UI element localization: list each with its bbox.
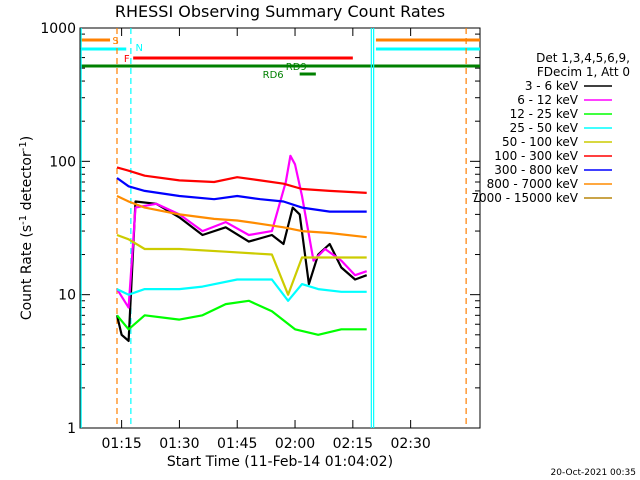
y-axis-label: Count Rate (s-1 detector-1) (18, 136, 35, 320)
y-tick-label: 1000 (40, 21, 76, 37)
series-line (116, 278, 367, 302)
flag-label: RD6 (263, 70, 284, 81)
series-line (116, 166, 367, 194)
x-tick-label: 02:00 (275, 436, 315, 452)
series-lines (115, 154, 368, 342)
series-line (116, 154, 368, 309)
legend-header-1: Det 1,3,4,5,6,9, (536, 51, 630, 65)
x-tick-label: 01:30 (159, 436, 199, 452)
legend-label: 6 - 12 keV (517, 93, 579, 107)
flag-label: N (135, 43, 142, 54)
y-tick-label: 1 (67, 421, 76, 437)
x-tick-label: 01:15 (101, 436, 141, 452)
x-axis-label: Start Time (11-Feb-14 01:04:02) (167, 454, 393, 470)
legend: Det 1,3,4,5,6,9, FDecim 1, Att 0 3 - 6 k… (471, 51, 630, 205)
legend-header-2: FDecim 1, Att 0 (537, 65, 630, 79)
chart-title: RHESSI Observing Summary Count Rates (115, 2, 445, 21)
flag-label: RD9 (286, 62, 307, 73)
legend-label: 12 - 25 keV (510, 107, 579, 121)
y-axis-ticks: 1 10 100 1000 (40, 21, 480, 437)
x-tick-label: 02:30 (390, 436, 430, 452)
flag-label: F (124, 54, 130, 65)
legend-label: 800 - 7000 keV (487, 177, 579, 191)
series-line (116, 233, 367, 296)
plot-frame (79, 27, 481, 429)
legend-label: 100 - 300 keV (494, 149, 578, 163)
series-line (115, 200, 368, 342)
y-tick-label: 100 (49, 154, 76, 170)
legend-label: 300 - 800 keV (494, 163, 578, 177)
x-tick-label: 02:15 (333, 436, 373, 452)
legend-label: 25 - 50 keV (510, 121, 579, 135)
x-tick-label: 01:45 (217, 436, 257, 452)
footer-date: 20-Oct-2021 00:35 (551, 468, 636, 478)
legend-label: 50 - 100 keV (502, 135, 579, 149)
legend-label: 7000 - 15000 keV (471, 191, 578, 205)
y-tick-label: 10 (58, 288, 76, 304)
flag-label: S (112, 36, 118, 47)
series-line (116, 299, 367, 336)
x-axis-ticks: 01:15 01:30 01:45 02:00 02:15 02:30 (101, 28, 431, 452)
series-line (116, 195, 367, 239)
event-markers (80, 28, 467, 428)
series-line (116, 177, 367, 213)
legend-label: 3 - 6 keV (525, 79, 579, 93)
